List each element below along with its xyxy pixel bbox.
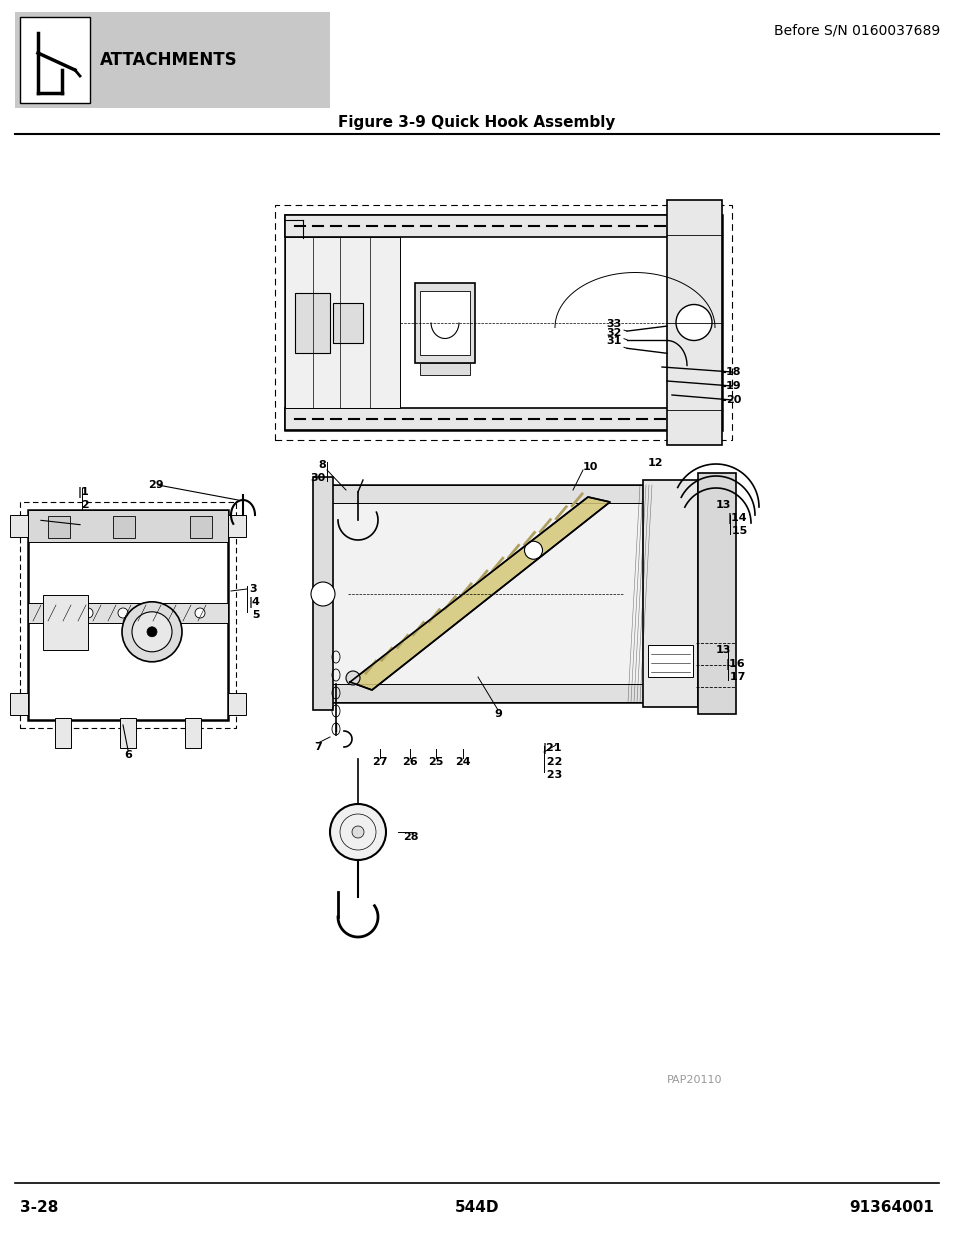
Text: PAP20110: PAP20110: [666, 1074, 722, 1086]
Bar: [698, 473, 735, 714]
Circle shape: [346, 671, 359, 685]
Circle shape: [676, 305, 711, 341]
Circle shape: [311, 582, 335, 606]
Text: 24: 24: [455, 757, 471, 767]
Circle shape: [352, 826, 364, 839]
Bar: [274, 205, 731, 440]
Text: 12: 12: [647, 458, 662, 468]
Bar: [294, 293, 330, 353]
Text: 20: 20: [725, 395, 740, 405]
Text: 5: 5: [249, 610, 260, 620]
Polygon shape: [350, 496, 609, 690]
Bar: [323, 684, 692, 701]
Text: 18: 18: [725, 367, 740, 377]
Text: |1: |1: [78, 487, 90, 498]
Text: 26: 26: [402, 757, 417, 767]
Bar: [120, 718, 136, 748]
Text: 91364001: 91364001: [848, 1199, 933, 1214]
Circle shape: [132, 611, 172, 652]
Bar: [285, 215, 721, 430]
Text: 19: 19: [725, 382, 740, 391]
Bar: [419, 363, 470, 374]
Text: ATTACHMENTS: ATTACHMENTS: [100, 51, 237, 69]
Bar: [55, 718, 71, 748]
Text: |21: |21: [542, 743, 562, 755]
Text: 3: 3: [249, 584, 256, 594]
Text: |4: |4: [249, 597, 260, 608]
Bar: [10, 693, 28, 715]
Text: 30: 30: [311, 473, 326, 483]
Bar: [10, 515, 28, 537]
Bar: [20, 17, 90, 103]
Bar: [28, 603, 228, 622]
Bar: [20, 501, 235, 727]
Bar: [313, 477, 333, 710]
Bar: [112, 516, 135, 538]
Bar: [285, 215, 721, 237]
Bar: [228, 515, 246, 537]
Circle shape: [330, 804, 386, 860]
Text: 2: 2: [78, 500, 90, 510]
Bar: [642, 480, 698, 706]
Bar: [415, 283, 475, 363]
Bar: [666, 200, 721, 445]
Bar: [228, 693, 246, 715]
Circle shape: [118, 608, 128, 618]
Text: 25: 25: [428, 757, 443, 767]
Bar: [285, 408, 721, 430]
Bar: [43, 595, 88, 650]
Text: 13: 13: [716, 500, 731, 510]
Text: 15: 15: [727, 526, 746, 536]
Text: 29: 29: [148, 480, 164, 490]
Circle shape: [83, 608, 92, 618]
Text: 6: 6: [124, 750, 132, 760]
Text: 33: 33: [606, 319, 621, 329]
Text: 27: 27: [372, 757, 387, 767]
Circle shape: [147, 627, 157, 637]
Circle shape: [48, 608, 58, 618]
Bar: [48, 516, 70, 538]
Bar: [28, 510, 228, 542]
Bar: [185, 718, 201, 748]
Bar: [28, 510, 228, 720]
Text: 9: 9: [494, 709, 501, 719]
Text: |14: |14: [727, 513, 747, 524]
Bar: [285, 237, 399, 408]
Text: 17: 17: [725, 672, 744, 682]
Text: 31: 31: [606, 336, 621, 346]
Text: 28: 28: [402, 832, 418, 842]
Bar: [15, 12, 330, 107]
Text: 22: 22: [542, 757, 561, 767]
Text: 32: 32: [606, 327, 621, 337]
Bar: [647, 645, 692, 677]
Text: Figure 3-9 Quick Hook Assembly: Figure 3-9 Quick Hook Assembly: [338, 115, 615, 130]
Text: 8: 8: [318, 459, 326, 471]
Text: 544D: 544D: [455, 1199, 498, 1214]
Circle shape: [194, 608, 205, 618]
Text: 3-28: 3-28: [20, 1199, 58, 1214]
Text: 7: 7: [314, 742, 321, 752]
Circle shape: [152, 608, 163, 618]
Circle shape: [122, 601, 182, 662]
Bar: [419, 290, 470, 354]
Bar: [333, 303, 363, 343]
Bar: [323, 485, 692, 701]
Bar: [323, 485, 692, 503]
Text: Before S/N 0160037689: Before S/N 0160037689: [773, 23, 939, 37]
Text: 13: 13: [716, 645, 731, 655]
Bar: [190, 516, 212, 538]
Circle shape: [524, 541, 542, 559]
Text: 10: 10: [582, 462, 598, 472]
Text: |16: |16: [725, 658, 745, 669]
Text: 23: 23: [542, 769, 561, 781]
